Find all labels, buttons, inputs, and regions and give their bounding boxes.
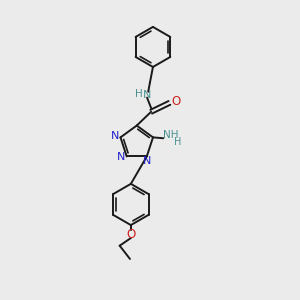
Text: N: N	[111, 131, 119, 141]
Text: N: N	[143, 90, 151, 100]
Text: N: N	[117, 152, 125, 162]
Text: O: O	[126, 228, 136, 241]
Text: NH: NH	[163, 130, 178, 140]
Text: O: O	[171, 95, 181, 108]
Text: H: H	[135, 89, 143, 99]
Text: H: H	[174, 137, 181, 147]
Text: N: N	[143, 156, 152, 166]
